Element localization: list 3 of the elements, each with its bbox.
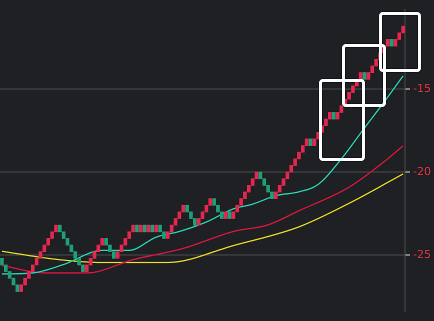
y-tick-label: -15 xyxy=(413,82,431,96)
y-tick-label: -20 xyxy=(413,164,431,178)
y-tick-label: -25 xyxy=(413,248,431,261)
